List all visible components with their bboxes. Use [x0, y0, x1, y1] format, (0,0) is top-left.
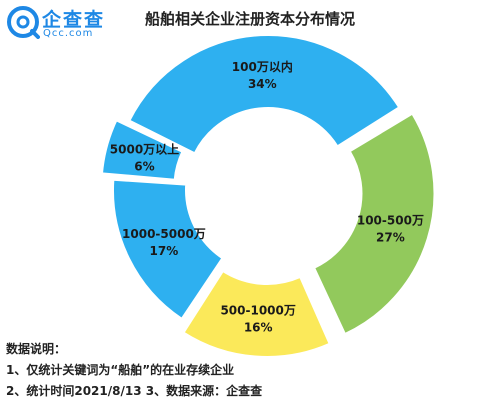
slice-label-100: 100万以内 [232, 59, 293, 74]
slice-label-1000-5000: 1000-5000万 [122, 227, 206, 241]
slice-label-5000: 5000万以上 [110, 141, 179, 156]
slice-5000 [100, 119, 184, 181]
chart-title: 船舶相关企业注册资本分布情况 [144, 10, 355, 28]
notes-heading: 数据说明： [6, 342, 67, 356]
slice-label-500-1000: 500-1000万 [220, 304, 295, 318]
slice-value-100: 34% [248, 77, 277, 91]
slice-value-100-500: 27% [376, 230, 405, 244]
slice-label-100-500: 100-500万 [357, 213, 424, 227]
slice-100 [128, 34, 401, 155]
notes-line-2: 2、统计时间2021/8/13 3、数据来源：企查查 [6, 384, 263, 398]
logo-name: 企查查 [42, 9, 106, 31]
slice-value-500-1000: 16% [244, 321, 273, 335]
slice-value-1000-5000: 17% [150, 244, 179, 258]
slice-1000-5000 [112, 178, 224, 321]
logo-domain: Qcc.com [43, 28, 94, 39]
slice-100-500 [312, 112, 436, 336]
slice-500-1000 [182, 269, 331, 358]
notes-line-1: 1、仅统计关键词为“船舶”的在业存续企业 [6, 363, 235, 377]
data-notes: 数据说明： 1、仅统计关键词为“船舶”的在业存续企业 2、统计时间2021/8/… [6, 339, 262, 402]
qcc-logo-icon [7, 6, 40, 39]
slice-value-5000: 6% [134, 159, 154, 173]
qcc-logo: 企查查 Qcc.com [6, 4, 116, 40]
